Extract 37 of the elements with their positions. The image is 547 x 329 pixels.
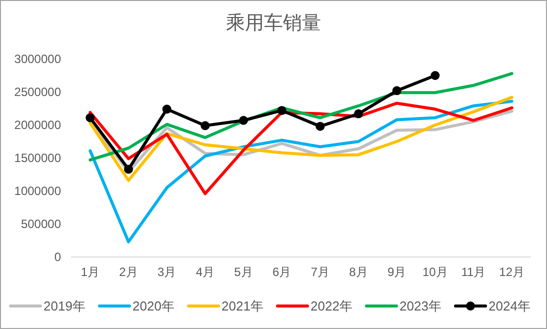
legend-label: 2019年 [44, 298, 86, 314]
x-tick-label: 1月 [80, 265, 100, 279]
point [162, 104, 172, 114]
chart-title: 乘用车销量 [226, 13, 321, 34]
x-tick-label: 11月 [461, 265, 486, 279]
x-tick-label: 10月 [422, 265, 448, 279]
x-tick-label: 5月 [234, 265, 253, 279]
point [277, 106, 286, 115]
x-tick-label: 7月 [310, 265, 330, 279]
point [200, 121, 210, 130]
x-tick-label: 2月 [119, 265, 138, 279]
legend-label: 2020年 [132, 298, 174, 314]
point [316, 122, 325, 131]
point [124, 164, 133, 174]
y-tick-label: 1000000 [14, 184, 62, 198]
y-tick-label: 2000000 [14, 118, 62, 132]
x-tick-label: 8月 [349, 265, 368, 279]
point [392, 86, 402, 96]
y-tick-label: 2500000 [14, 85, 62, 99]
x-tick-label: 4月 [196, 265, 215, 279]
y-tick-label: 1500000 [14, 151, 62, 165]
point [86, 113, 95, 122]
point [430, 71, 440, 80]
x-tick-label: 6月 [272, 265, 292, 279]
point [239, 116, 248, 125]
point [354, 109, 363, 118]
x-tick-label: 9月 [387, 265, 406, 279]
y-tick-label: 500000 [20, 217, 62, 231]
legend-label: 2024年 [488, 298, 530, 314]
x-tick-label: 3月 [157, 265, 176, 279]
line-series [88, 100, 514, 244]
legend-label: 2023年 [400, 298, 442, 314]
legend-label: 2021年 [222, 298, 264, 314]
legend-label: 2022年 [310, 298, 352, 314]
y-tick-label: 3000000 [14, 52, 62, 66]
y-tick-label: 0 [54, 250, 62, 264]
x-tick-label: 12月 [499, 265, 525, 279]
